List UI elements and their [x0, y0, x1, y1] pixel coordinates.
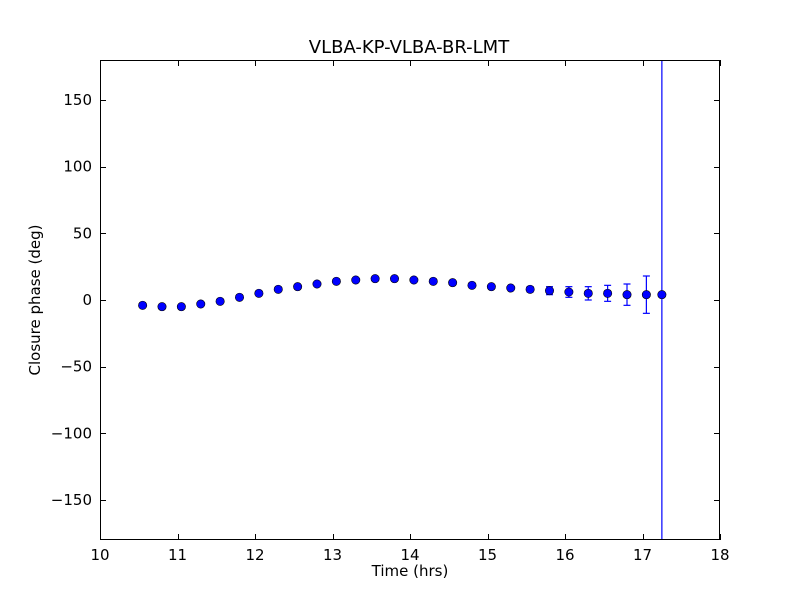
data-point — [583, 288, 593, 298]
data-point — [409, 275, 419, 285]
y-tick-label: 0 — [82, 291, 92, 309]
data-point — [603, 288, 613, 298]
data-point — [389, 274, 399, 284]
data-point — [525, 284, 535, 294]
data-point — [641, 290, 651, 300]
data-point — [293, 282, 303, 292]
x-tick-label: 10 — [90, 546, 109, 564]
data-point — [312, 279, 322, 289]
data-point — [544, 286, 554, 296]
data-point — [467, 280, 477, 290]
x-axis-label: Time (hrs) — [371, 562, 449, 580]
data-point — [254, 288, 264, 298]
data-point — [622, 290, 632, 300]
data-point — [564, 287, 574, 297]
x-tick-label: 17 — [633, 546, 652, 564]
x-tick-label: 11 — [168, 546, 187, 564]
data-point — [448, 278, 458, 288]
data-point — [657, 290, 667, 300]
x-tick-label: 14 — [400, 546, 419, 564]
data-point — [486, 282, 496, 292]
chart-title: VLBA-KP-VLBA-BR-LMT — [309, 37, 510, 58]
data-point — [138, 300, 148, 310]
x-tick-label: 18 — [710, 546, 729, 564]
data-point — [235, 292, 245, 302]
y-tick-label: 100 — [63, 158, 92, 176]
x-tick-label: 13 — [323, 546, 342, 564]
data-point — [331, 276, 341, 286]
data-point — [196, 299, 206, 309]
data-point — [506, 283, 516, 293]
data-point — [370, 274, 380, 284]
data-point — [157, 302, 167, 312]
x-tick-label: 12 — [245, 546, 264, 564]
plot-marks — [138, 60, 667, 540]
data-point — [351, 275, 361, 285]
data-point — [428, 276, 438, 286]
data-point — [215, 296, 225, 306]
y-tick-label: −100 — [51, 424, 92, 442]
y-axis-label: Closure phase (deg) — [26, 225, 44, 376]
y-tick-label: −50 — [60, 358, 92, 376]
x-tick-label: 15 — [478, 546, 497, 564]
y-tick-label: 150 — [63, 91, 92, 109]
data-point — [176, 302, 186, 312]
axis-ticks: 10 11 12 13 14 15 16 17 18 150 100 50 0 −50 −100 −150 — [51, 60, 730, 564]
y-tick-label: −150 — [51, 491, 92, 509]
y-tick-label: 50 — [73, 224, 92, 242]
x-tick-label: 16 — [555, 546, 574, 564]
data-point — [273, 284, 283, 294]
